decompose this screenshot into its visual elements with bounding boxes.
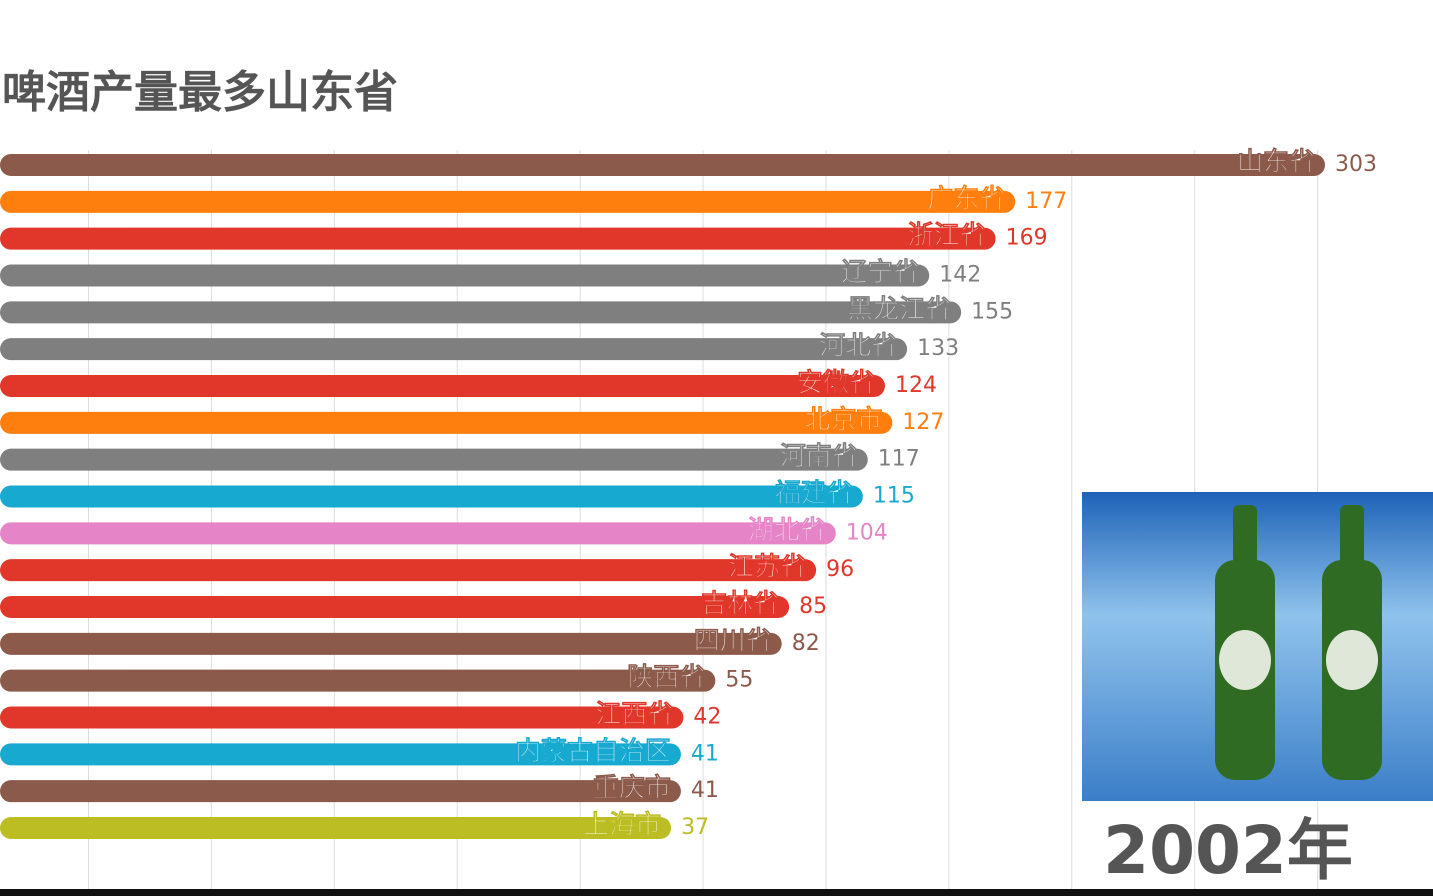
value-label: 155 [971, 299, 1013, 324]
bar [0, 706, 684, 729]
bar [0, 154, 1325, 176]
value-label: 117 [878, 447, 920, 472]
bar-label: 湖北省 [748, 516, 826, 546]
value-label: 85 [799, 594, 827, 619]
bar-label: 福建省 [774, 479, 853, 509]
value-label: 82 [792, 631, 820, 656]
value-label: 303 [1335, 152, 1377, 177]
bar-label: 内蒙古自治区 [515, 736, 671, 767]
bar [0, 669, 716, 692]
value-label: 41 [691, 778, 719, 803]
value-label: 169 [1006, 226, 1048, 251]
value-label: 96 [826, 557, 854, 582]
value-label: 104 [846, 520, 888, 545]
year-label: 2002年 [1103, 812, 1353, 889]
bar-label: 上海市 [583, 810, 661, 841]
bar [0, 596, 790, 618]
bar [0, 780, 681, 803]
bar [0, 559, 817, 582]
bar [0, 338, 908, 361]
value-label: 37 [681, 815, 709, 840]
bar [0, 743, 681, 766]
bar [0, 190, 1016, 213]
bar [0, 375, 885, 397]
bar [0, 264, 930, 287]
bar-label: 广东省 [927, 183, 1005, 214]
value-label: 41 [691, 741, 719, 766]
bar-label: 北京市 [804, 404, 882, 435]
bar [0, 448, 868, 471]
bar-label: 河南省 [780, 442, 858, 472]
bar-label: 河北省 [819, 332, 897, 362]
bar-label: 江西省 [595, 700, 673, 730]
bar-label: 江苏省 [728, 553, 806, 583]
bar [0, 632, 782, 655]
value-label: 127 [902, 410, 944, 435]
bar [0, 411, 893, 434]
bar [0, 522, 836, 545]
bar [0, 817, 672, 839]
bar [0, 227, 996, 250]
bar-label: 重庆市 [593, 773, 671, 804]
bar-label: 安徽省 [797, 369, 875, 399]
value-label: 55 [725, 668, 753, 693]
bar-label: 黑龙江省 [847, 295, 951, 325]
beer-image [1082, 492, 1433, 801]
bar [0, 485, 863, 508]
bar-label: 吉林省 [701, 590, 779, 620]
value-label: 115 [873, 484, 915, 509]
bar-label: 陕西省 [627, 663, 705, 693]
value-label: 124 [895, 373, 937, 398]
chart-title: 啤酒产量最多山东省 [2, 67, 398, 118]
value-label: 133 [917, 336, 959, 361]
bar-label: 浙江省 [908, 221, 986, 251]
bar-label: 四川省 [694, 626, 772, 656]
bar-label: 山东省 [1237, 147, 1315, 178]
bar-label: 辽宁省 [841, 257, 919, 288]
value-label: 42 [693, 705, 721, 730]
value-label: 177 [1025, 189, 1067, 214]
bottom-edge [0, 889, 1433, 896]
value-label: 142 [939, 263, 981, 288]
bar [0, 301, 962, 324]
